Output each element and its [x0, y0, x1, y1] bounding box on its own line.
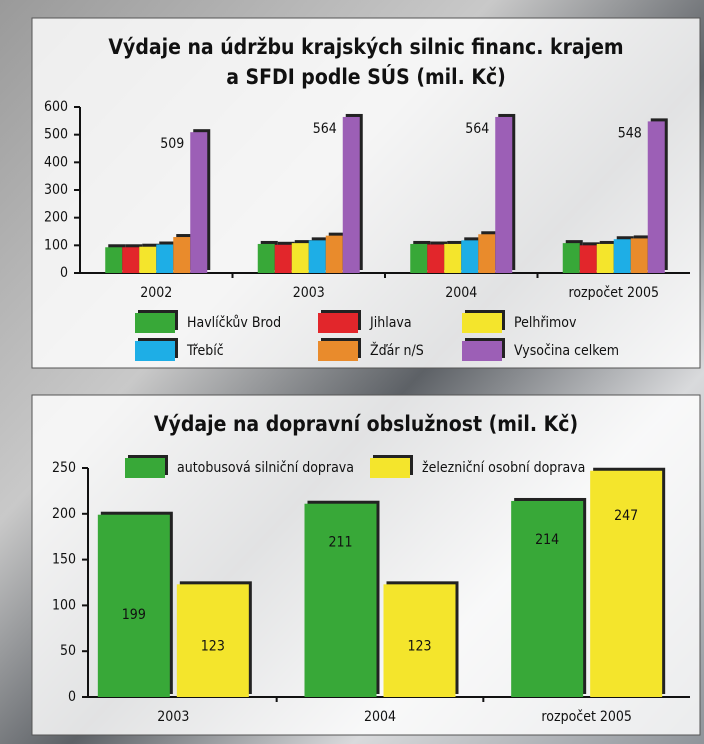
legend-label: autobusová silniční doprava — [177, 460, 354, 476]
legend-label: Pelhřimov — [514, 315, 577, 331]
chart-title: a SFDI podle SÚS (mil. Kč) — [226, 64, 506, 89]
legend-label: Žďár n/S — [370, 341, 424, 359]
bar — [122, 247, 139, 273]
x-tick-label: rozpočet 2005 — [541, 709, 632, 725]
bar — [631, 238, 648, 273]
data-label: 564 — [465, 121, 489, 137]
x-tick-label: 2004 — [445, 285, 477, 301]
legend-swatch — [135, 341, 175, 361]
x-tick-label: 2004 — [364, 709, 396, 725]
legend-label: Jihlava — [369, 315, 412, 331]
data-label: 123 — [201, 638, 225, 654]
data-label: 564 — [313, 121, 337, 137]
bar — [190, 132, 207, 273]
y-tick-label: 200 — [44, 210, 68, 226]
bar — [305, 504, 377, 697]
bar — [444, 244, 461, 273]
y-tick-label: 100 — [52, 597, 76, 613]
legend-label: Třebíč — [186, 343, 224, 359]
y-tick-label: 400 — [44, 154, 68, 170]
bar — [580, 245, 597, 273]
bar — [427, 245, 444, 273]
y-tick-label: 50 — [60, 643, 76, 659]
bar — [478, 234, 495, 273]
x-tick-label: 2003 — [157, 709, 189, 725]
legend-swatch — [125, 458, 165, 478]
bar — [292, 243, 309, 273]
y-tick-label: 0 — [60, 265, 68, 281]
y-tick-label: 150 — [52, 552, 76, 568]
bar — [563, 243, 580, 273]
y-tick-label: 0 — [68, 689, 76, 705]
y-tick-label: 100 — [44, 237, 68, 253]
bar — [258, 244, 275, 273]
bar — [511, 501, 583, 697]
legend-swatch — [462, 313, 502, 333]
bar — [648, 121, 665, 273]
bar — [461, 240, 478, 273]
data-label: 247 — [614, 508, 638, 524]
legend-label: Havlíčkův Brod — [187, 315, 281, 331]
y-tick-label: 200 — [52, 506, 76, 522]
bar — [139, 247, 156, 273]
y-tick-label: 600 — [44, 99, 68, 115]
data-label: 509 — [160, 136, 184, 152]
bar — [173, 237, 190, 273]
bar — [309, 240, 326, 273]
bar — [614, 239, 631, 273]
legend-label: železniční osobní doprava — [422, 460, 585, 476]
x-tick-label: 2003 — [293, 285, 325, 301]
data-label: 199 — [122, 607, 146, 623]
chart-title: Výdaje na dopravní obslužnost (mil. Kč) — [154, 412, 578, 436]
bar — [98, 515, 170, 697]
bar — [410, 244, 427, 273]
data-label: 548 — [618, 125, 642, 141]
bar — [105, 247, 122, 273]
bar — [275, 245, 292, 273]
legend-swatch — [370, 458, 410, 478]
data-label: 214 — [535, 532, 559, 548]
y-tick-label: 500 — [44, 127, 68, 143]
legend-swatch — [135, 313, 175, 333]
bar — [343, 117, 360, 273]
bar — [156, 245, 173, 273]
chart-title: Výdaje na údržbu krajských silnic financ… — [108, 35, 623, 59]
bar — [590, 471, 662, 697]
legend-swatch — [462, 341, 502, 361]
y-tick-label: 300 — [44, 182, 68, 198]
chart-page: Výdaje na údržbu krajských silnic financ… — [0, 0, 704, 744]
bar — [326, 236, 343, 273]
bar — [495, 117, 512, 273]
x-tick-label: rozpočet 2005 — [568, 285, 659, 301]
legend-swatch — [318, 313, 358, 333]
x-tick-label: 2002 — [140, 285, 172, 301]
legend-swatch — [318, 341, 358, 361]
legend-label: Vysočina celkem — [514, 343, 619, 359]
y-tick-label: 250 — [52, 460, 76, 476]
data-label: 211 — [328, 534, 352, 550]
bar — [597, 244, 614, 273]
data-label: 123 — [407, 638, 431, 654]
